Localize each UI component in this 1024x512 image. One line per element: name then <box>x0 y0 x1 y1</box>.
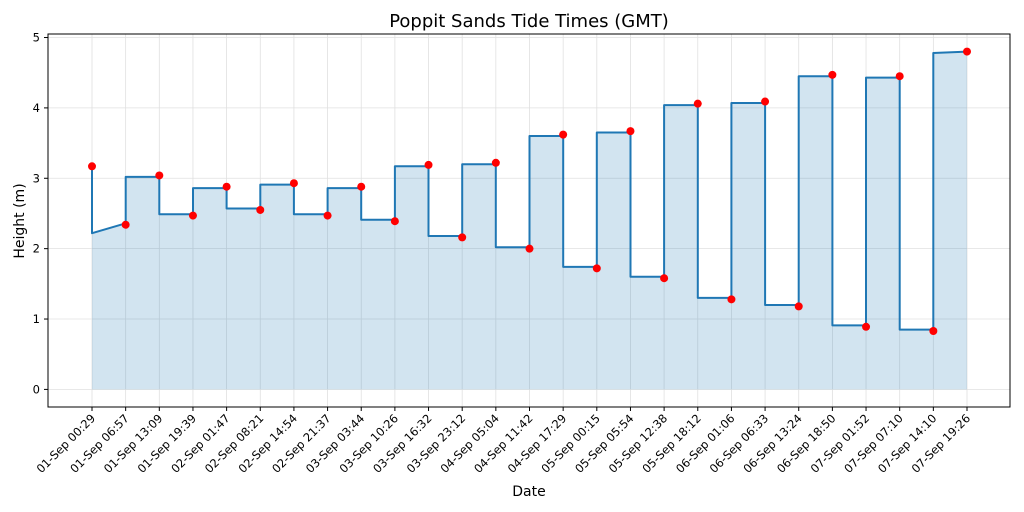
data-point <box>895 72 904 81</box>
data-point <box>794 302 803 311</box>
data-point <box>256 205 265 214</box>
data-point <box>525 244 534 253</box>
y-tick-label: 5 <box>33 31 40 45</box>
data-point <box>559 130 568 139</box>
data-point <box>188 211 197 220</box>
data-point <box>592 264 601 273</box>
y-tick-label: 1 <box>33 312 40 326</box>
data-point <box>963 47 971 56</box>
data-point <box>626 127 635 136</box>
y-tick-label: 4 <box>33 101 40 115</box>
data-point <box>491 158 500 167</box>
y-axis: 0 1 2 3 4 5 <box>33 31 48 396</box>
data-point <box>828 70 837 79</box>
data-point <box>929 326 938 335</box>
data-point <box>660 274 669 283</box>
x-tick-label: 07-Sep 19:26 <box>909 411 974 476</box>
y-tick-label: 3 <box>33 171 40 185</box>
data-point <box>424 160 433 169</box>
data-point <box>458 233 467 242</box>
markers <box>88 47 971 335</box>
data-point <box>727 295 736 304</box>
data-point <box>390 217 399 226</box>
data-point <box>222 182 231 191</box>
data-point <box>693 99 702 108</box>
data-point <box>761 97 770 106</box>
data-point <box>155 171 164 180</box>
x-axis-label: Date <box>512 484 545 500</box>
data-point <box>862 322 871 331</box>
y-tick-label: 2 <box>33 242 40 256</box>
data-point <box>289 179 298 188</box>
data-point <box>121 220 130 229</box>
data-point <box>323 211 332 220</box>
data-point <box>357 182 366 191</box>
data-point <box>88 162 96 171</box>
chart-title: Poppit Sands Tide Times (GMT) <box>389 11 669 32</box>
y-axis-label: Height (m) <box>12 183 28 258</box>
y-tick-label: 0 <box>33 382 40 396</box>
